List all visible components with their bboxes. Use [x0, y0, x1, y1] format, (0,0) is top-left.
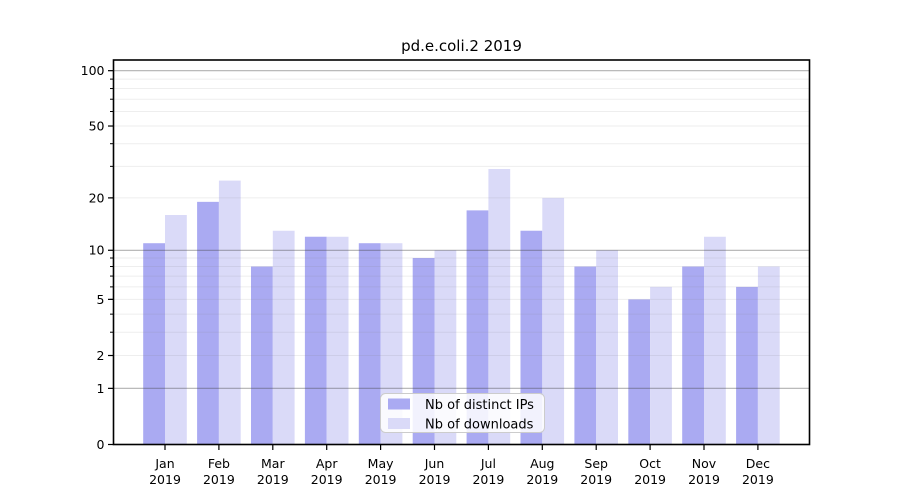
bar-downloads-dec	[757, 266, 780, 445]
x-tick-label-nov: Nov	[692, 456, 717, 471]
x-tick-year-jun: 2019	[419, 472, 451, 487]
bar-distinct-ips-aug	[520, 230, 543, 445]
x-tick-label-may: May	[368, 456, 394, 471]
legend: Nb of distinct IPs Nb of downloads	[380, 393, 545, 433]
bar-downloads-oct	[650, 286, 672, 445]
x-tick-label-aug: Aug	[530, 456, 554, 471]
x-tick-label-apr: Apr	[316, 456, 338, 471]
x-tick-year-jan: 2019	[149, 472, 181, 487]
y-tick-label-5: 5	[97, 292, 105, 307]
y-tick-label-10: 10	[89, 243, 105, 258]
bar-distinct-ips-mar	[251, 266, 273, 445]
x-tick-label-feb: Feb	[208, 456, 230, 471]
legend-label-distinct-ips: Nb of distinct IPs	[425, 398, 534, 413]
bar-distinct-ips-nov	[682, 266, 704, 445]
x-tick-year-oct: 2019	[634, 472, 666, 487]
y-tick-label-0: 0	[97, 437, 105, 452]
y-tick-label-1: 1	[97, 381, 105, 396]
x-tick-year-mar: 2019	[257, 472, 289, 487]
x-tick-year-may: 2019	[365, 472, 397, 487]
legend-swatch-distinct-ips	[388, 398, 410, 410]
bar-downloads-apr	[326, 236, 349, 445]
plot-border	[112, 59, 811, 446]
bar-downloads-aug	[542, 197, 565, 445]
x-tick-year-dec: 2019	[742, 472, 774, 487]
bar-distinct-ips-apr	[304, 236, 327, 445]
legend-swatch-downloads	[388, 418, 410, 429]
x-tick-year-sep: 2019	[580, 472, 612, 487]
x-tick-label-jun: Jun	[424, 456, 445, 471]
x-tick-label-sep: Sep	[584, 456, 608, 471]
bar-downloads-nov	[704, 236, 726, 445]
chart-title: pd.e.coli.2 2019	[401, 37, 522, 55]
grid-layer	[113, 70, 810, 389]
bar-downloads-mar	[272, 230, 295, 445]
x-tick-label-jan: Jan	[154, 456, 174, 471]
x-tick-year-apr: 2019	[311, 472, 343, 487]
bar-distinct-ips-jul	[466, 210, 489, 445]
bar-distinct-ips-feb	[197, 201, 219, 445]
y-tick-label-20: 20	[89, 190, 105, 205]
x-tick-year-nov: 2019	[688, 472, 720, 487]
legend-box	[380, 393, 545, 433]
y-tick-label-100: 100	[81, 63, 105, 78]
bar-distinct-ips-dec	[736, 286, 758, 445]
x-tick-label-oct: Oct	[639, 456, 661, 471]
x-tick-year-jul: 2019	[472, 472, 504, 487]
bar-downloads-jul	[488, 169, 511, 445]
x-tick-year-aug: 2019	[526, 472, 558, 487]
x-tick-label-dec: Dec	[746, 456, 770, 471]
y-tick-label-2: 2	[97, 348, 105, 363]
y-tick-label-50: 50	[89, 118, 105, 133]
x-tick-year-feb: 2019	[203, 472, 235, 487]
axis-layer	[112, 59, 811, 446]
bar-downloads-feb	[218, 180, 241, 445]
legend-label-downloads: Nb of downloads	[425, 418, 534, 433]
x-tick-label-mar: Mar	[261, 456, 285, 471]
bar-distinct-ips-jan	[143, 243, 165, 445]
bar-downloads-jan	[165, 215, 187, 445]
bar-distinct-ips-oct	[628, 299, 651, 445]
bar-downloads-sep	[596, 250, 618, 445]
bar-distinct-ips-may	[358, 243, 381, 445]
x-tick-label-jul: Jul	[480, 456, 496, 471]
bar-distinct-ips-sep	[574, 266, 597, 445]
bars-layer	[143, 169, 780, 445]
tick-layer: 0125102050100Jan2019Feb2019Mar2019Apr201…	[81, 63, 774, 487]
